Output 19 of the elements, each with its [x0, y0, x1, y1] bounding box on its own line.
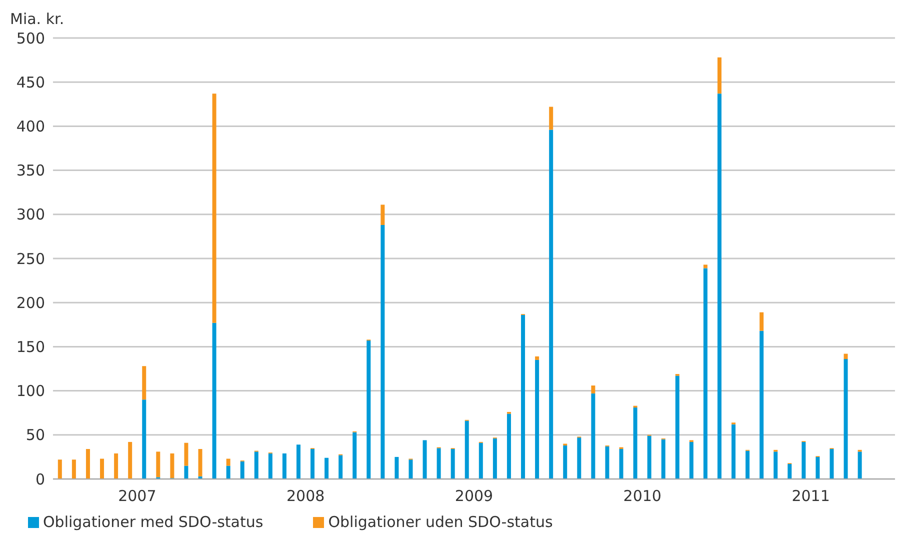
- x-tick-label: 2007: [118, 487, 156, 505]
- y-tick-label: 150: [16, 338, 45, 356]
- y-tick-label: 450: [16, 73, 45, 92]
- y-tick-label: 350: [16, 162, 45, 180]
- legend-label: Obligationer uden SDO-status: [328, 513, 553, 531]
- y-tick-label: 250: [16, 250, 45, 268]
- legend-label: Obligationer med SDO-status: [43, 513, 264, 531]
- x-tick-label: 2010: [623, 487, 662, 505]
- x-tick-label: 2009: [454, 487, 494, 505]
- y-tick-label: 500: [16, 29, 45, 48]
- y-tick-label: 200: [16, 294, 45, 312]
- x-tick-label: 2011: [792, 487, 830, 505]
- y-tick-label: 100: [16, 382, 45, 400]
- y-tick-label: 300: [16, 206, 45, 224]
- x-tick-label: 2008: [286, 487, 325, 505]
- y-tick-label: 0: [35, 470, 45, 488]
- y-axis-title: Mia. kr.: [10, 10, 64, 28]
- y-tick-label: 400: [16, 118, 45, 136]
- y-tick-label: 50: [26, 426, 45, 444]
